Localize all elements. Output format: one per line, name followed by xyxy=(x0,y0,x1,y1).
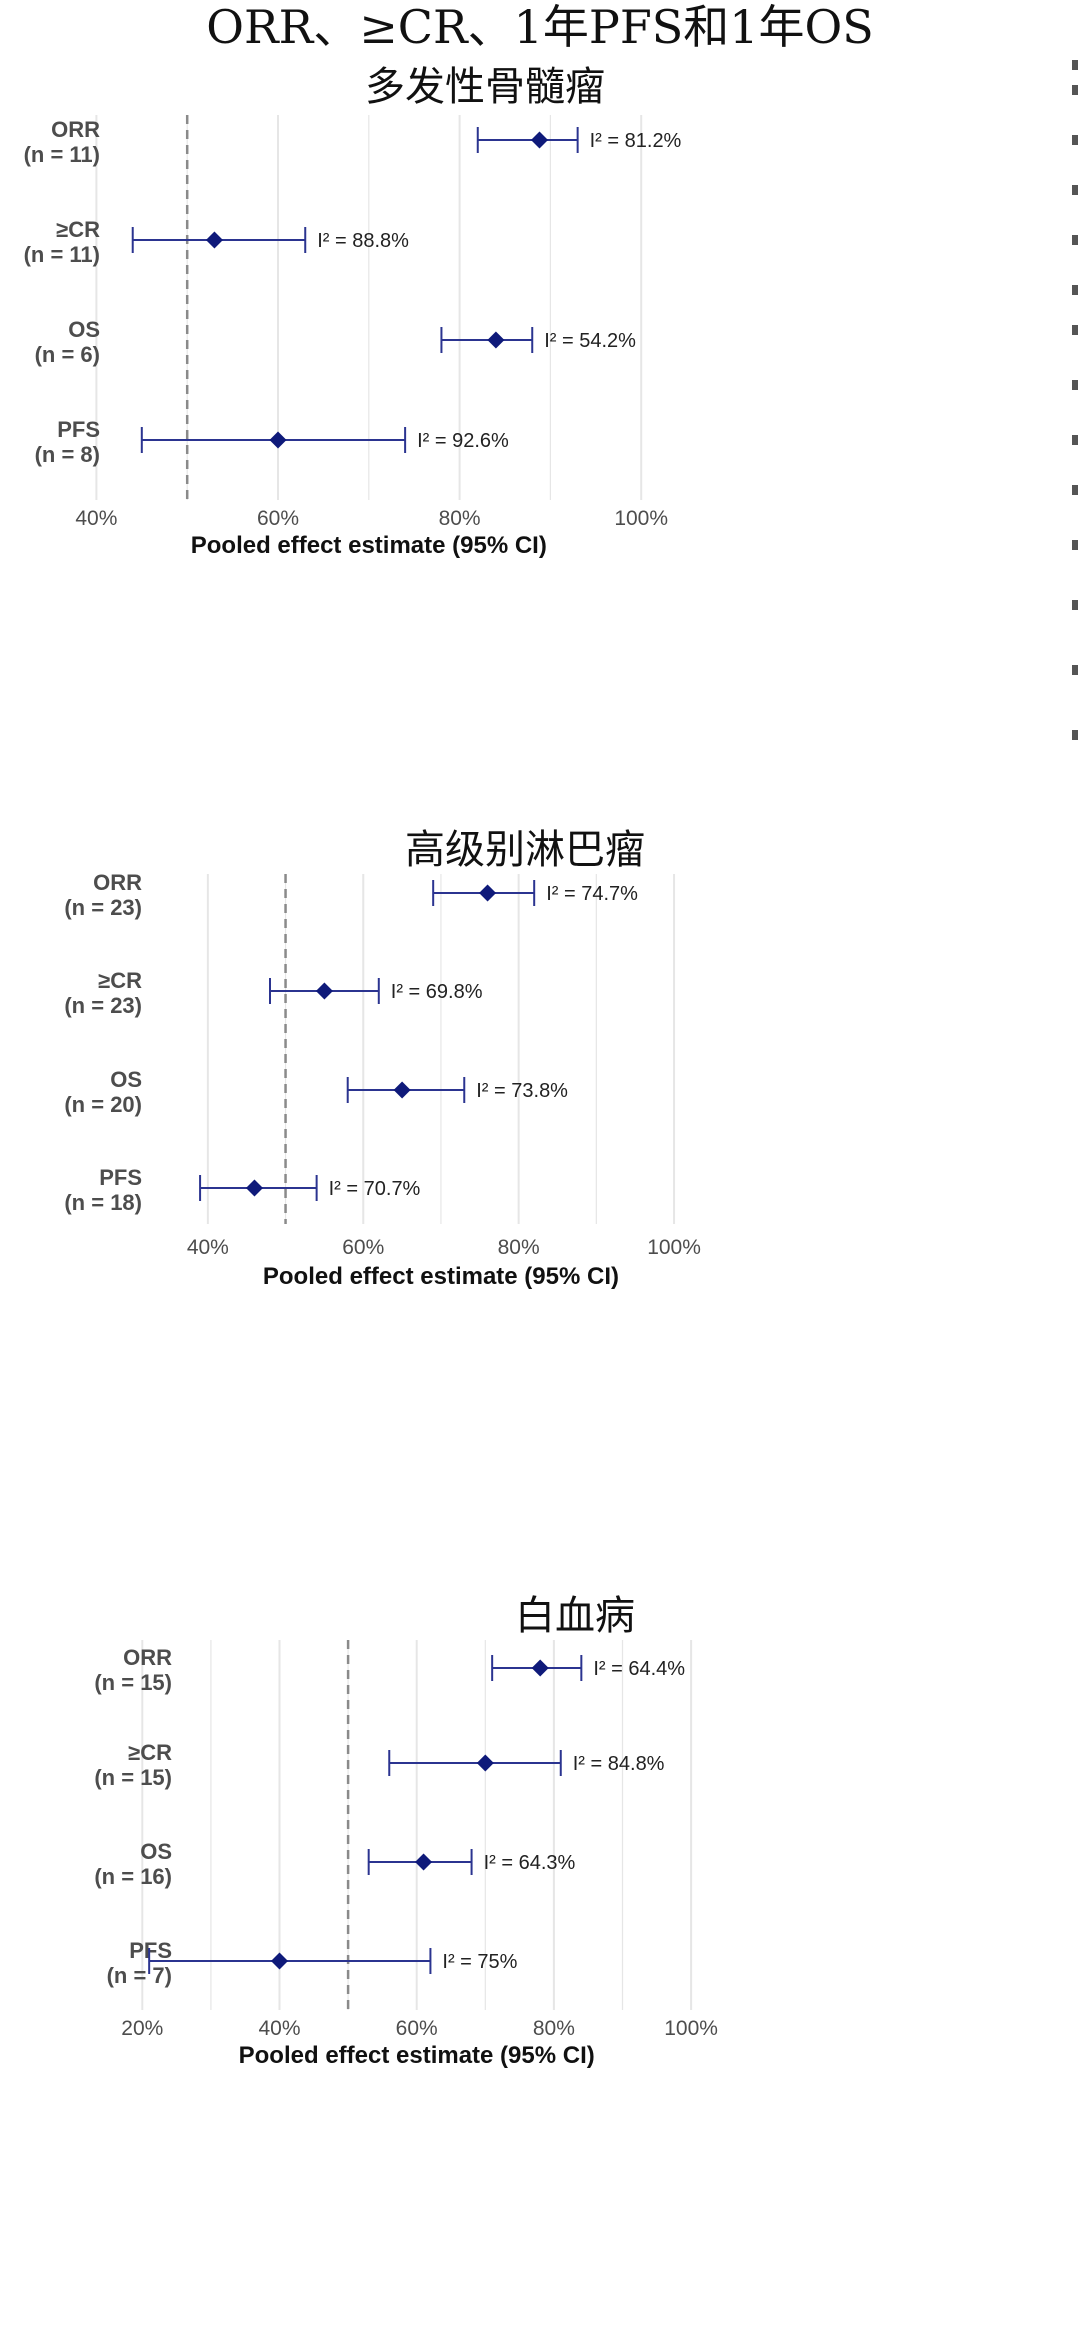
point-estimate xyxy=(271,1952,288,1970)
row-n-label: (n = 15) xyxy=(94,1670,172,1695)
x-tick-label: 80% xyxy=(498,1236,540,1259)
forest-plot-leukemia: 20% 40% 60% 80% 100% Pooled effect estimate (… xyxy=(94,1640,718,2069)
x-tick-label: 60% xyxy=(396,2017,438,2040)
forest-plot-high-grade-lymphoma: 40% 60% 80% 100% Pooled effect estimate (95%… xyxy=(64,874,701,1290)
row-n-label: (n = 18) xyxy=(64,1190,142,1215)
x-tick-label: 20% xyxy=(121,2017,163,2040)
x-tick-label: 100% xyxy=(664,2017,718,2040)
row-n-label: (n = 23) xyxy=(64,993,142,1018)
point-estimate xyxy=(479,884,497,902)
row-label-≥CR: ≥CR xyxy=(98,968,142,993)
i2-annotation: I² = 81.2% xyxy=(590,130,682,152)
point-estimate xyxy=(487,331,505,349)
point-estimate xyxy=(531,131,549,149)
row-label-ORR: ORR xyxy=(123,1645,172,1670)
point-estimate xyxy=(315,982,333,1000)
x-tick-label: 100% xyxy=(647,1236,701,1259)
row-label-OS: OS xyxy=(140,1839,172,1864)
x-tick-label: 40% xyxy=(75,507,117,530)
i2-annotation: I² = 84.8% xyxy=(573,1753,665,1775)
point-estimate xyxy=(476,1754,494,1772)
forest-plot-multiple-myeloma: 40% 60% 80% 100% Pooled effect estimate (95%… xyxy=(24,115,682,559)
panel-title-multiple-myeloma: 多发性骨髓瘤 xyxy=(365,64,605,110)
row-label-PFS: PFS xyxy=(129,1938,172,1963)
i2-annotation: I² = 75% xyxy=(442,1951,517,1973)
point-estimate xyxy=(393,1081,411,1099)
panel-title-leukemia: 白血病 xyxy=(515,1593,635,1639)
i2-annotation: I² = 74.7% xyxy=(546,883,638,905)
panel-title-high-grade-lymphoma: 高级别淋巴瘤 xyxy=(405,827,645,873)
x-tick-label: 100% xyxy=(614,507,668,530)
point-estimate xyxy=(245,1179,263,1197)
row-label-OS: OS xyxy=(110,1067,142,1092)
row-n-label: (n = 11) xyxy=(24,142,100,167)
i2-annotation: I² = 92.6% xyxy=(417,430,509,452)
x-axis-title: Pooled effect estimate (95% CI) xyxy=(191,532,547,559)
row-label-OS: OS xyxy=(68,317,100,342)
x-axis-title: Pooled effect estimate (95% CI) xyxy=(239,2042,595,2069)
row-label-PFS: PFS xyxy=(99,1165,142,1190)
row-label-≥CR: ≥CR xyxy=(56,217,100,242)
row-n-label: (n = 20) xyxy=(64,1092,142,1117)
row-n-label: (n = 8) xyxy=(35,442,100,467)
point-estimate xyxy=(205,231,223,249)
x-tick-label: 80% xyxy=(533,2017,575,2040)
x-axis-title: Pooled effect estimate (95% CI) xyxy=(263,1263,619,1290)
row-n-label: (n = 6) xyxy=(35,342,100,367)
i2-annotation: I² = 73.8% xyxy=(476,1080,568,1102)
row-n-label: (n = 16) xyxy=(94,1864,172,1889)
figure-title: ORR、≥CR、1年PFS和1年OS xyxy=(206,0,874,54)
i2-annotation: I² = 54.2% xyxy=(544,330,636,352)
x-tick-label: 40% xyxy=(187,1236,229,1259)
row-n-label: (n = 11) xyxy=(24,242,100,267)
point-estimate xyxy=(269,431,287,449)
row-n-label: (n = 7) xyxy=(107,1963,172,1988)
row-n-label: (n = 15) xyxy=(94,1765,172,1790)
row-label-PFS: PFS xyxy=(57,417,100,442)
row-label-ORR: ORR xyxy=(51,117,100,142)
x-tick-label: 40% xyxy=(258,2017,300,2040)
x-tick-label: 60% xyxy=(257,507,299,530)
i2-annotation: I² = 88.8% xyxy=(317,230,409,252)
i2-annotation: I² = 70.7% xyxy=(329,1178,421,1200)
i2-annotation: I² = 64.3% xyxy=(484,1852,576,1874)
row-label-ORR: ORR xyxy=(93,874,142,895)
cropped-side-text-fragment xyxy=(1072,60,1078,740)
row-n-label: (n = 23) xyxy=(64,895,142,920)
x-tick-label: 60% xyxy=(342,1236,384,1259)
i2-annotation: I² = 69.8% xyxy=(391,981,483,1003)
row-label-≥CR: ≥CR xyxy=(128,1740,172,1765)
i2-annotation: I² = 64.4% xyxy=(593,1658,685,1680)
point-estimate xyxy=(531,1659,549,1677)
point-estimate xyxy=(415,1853,433,1871)
x-tick-label: 80% xyxy=(439,507,481,530)
